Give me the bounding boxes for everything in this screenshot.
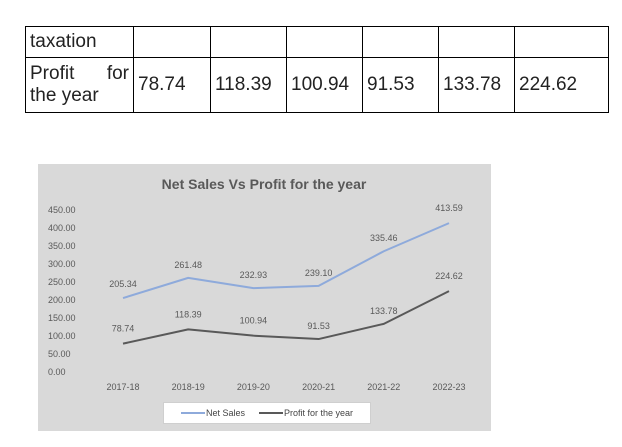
row-label-taxation: taxation: [25, 26, 134, 58]
row-label-profit-line1: Profit for: [30, 63, 129, 85]
x-tick-label: 2017-18: [106, 382, 139, 392]
legend-label: Net Sales: [205, 408, 245, 418]
data-label: 232.93: [240, 270, 268, 280]
data-label: 78.74: [112, 324, 135, 334]
y-tick-label: 300.00: [48, 259, 76, 269]
table-cell: 118.39: [210, 57, 287, 113]
legend-item-profit: Profit for the year: [259, 408, 353, 418]
table-cell: 91.53: [362, 57, 439, 113]
data-label: 224.62: [435, 271, 463, 281]
y-tick-label: 50.00: [48, 349, 71, 359]
x-tick-label: 2022-23: [432, 382, 465, 392]
row-label-word: Profit: [30, 63, 75, 84]
x-tick-label: 2020-21: [302, 382, 335, 392]
line-chart: Net Sales Vs Profit for the year 450.00 40…: [38, 164, 491, 431]
table-cell: 100.94: [286, 57, 363, 113]
legend-item-net-sales: Net Sales: [180, 408, 245, 418]
table-cell: 133.78: [438, 57, 515, 113]
legend-swatch: [259, 412, 283, 414]
y-tick-label: 400.00: [48, 223, 76, 233]
data-label: 261.48: [174, 260, 202, 270]
y-tick-label: 100.00: [48, 331, 76, 341]
y-tick-label: 150.00: [48, 313, 76, 323]
row-label-profit-line2: the year: [30, 85, 99, 106]
series-line-profit: [122, 290, 450, 345]
financial-table: taxation Profit for the year 78.74 118.3…: [25, 26, 609, 113]
data-label: 118.39: [175, 309, 202, 319]
x-tick-label: 2018-19: [172, 382, 205, 392]
x-tick-label: 2021-22: [367, 382, 400, 392]
chart-legend: Net Sales Profit for the year: [163, 402, 371, 424]
chart-plot: Net Sales Vs Profit for the year 450.00 40…: [48, 176, 466, 392]
data-label: 239.10: [305, 268, 333, 278]
data-label: 335.46: [370, 233, 398, 243]
data-label: 100.94: [240, 316, 268, 326]
chart-title: Net Sales Vs Profit for the year: [162, 176, 367, 192]
y-tick-label: 0.00: [48, 367, 66, 377]
table-cell: [133, 26, 211, 58]
table-cell: 78.74: [133, 57, 211, 113]
table-cell: [286, 26, 363, 58]
row-label-profit: Profit for the year: [25, 57, 134, 113]
data-label: 205.34: [109, 279, 137, 289]
table-row-taxation: taxation: [25, 26, 609, 58]
y-tick-label: 200.00: [48, 295, 76, 305]
legend-swatch: [180, 412, 205, 414]
series-line-net-sales: [122, 222, 450, 300]
data-label: 413.59: [435, 203, 463, 213]
legend-label: Profit for the year: [284, 408, 354, 418]
table-cell: [362, 26, 439, 58]
data-label: 91.53: [307, 321, 330, 331]
table-cell: [438, 26, 515, 58]
y-tick-label: 350.00: [48, 241, 76, 251]
data-label: 133.78: [370, 306, 398, 316]
row-label-word: for: [106, 63, 129, 84]
y-tick-label: 450.00: [48, 205, 76, 215]
y-tick-label: 250.00: [48, 277, 76, 287]
table-row-profit: Profit for the year 78.74 118.39 100.94 …: [25, 57, 609, 113]
x-tick-label: 2019-20: [237, 382, 270, 392]
table-cell: 224.62: [514, 57, 609, 113]
table-cell: [210, 26, 287, 58]
table-cell: [514, 26, 609, 58]
